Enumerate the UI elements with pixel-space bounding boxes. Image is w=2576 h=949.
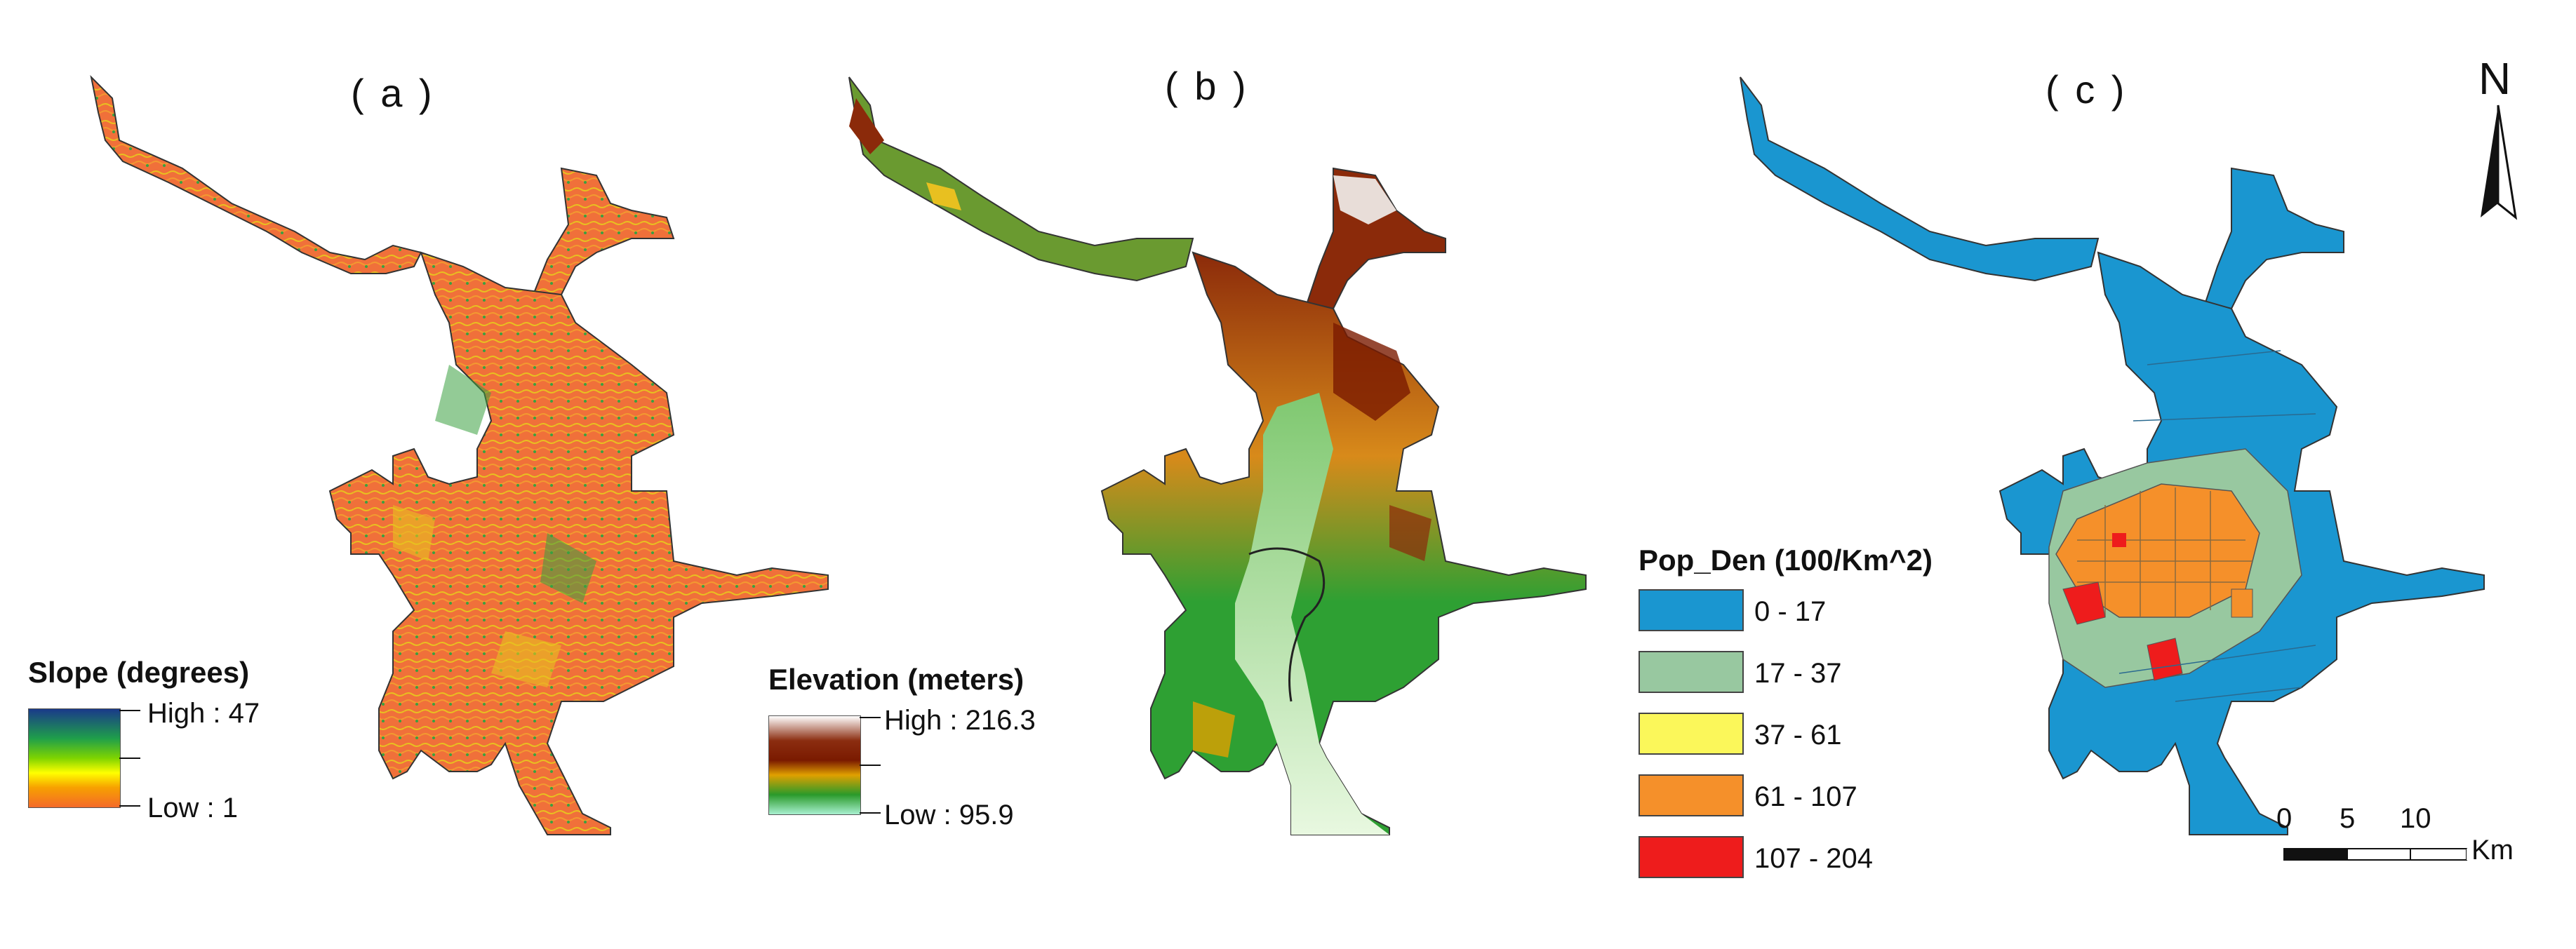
pop-class-label: 107 - 204 [1754, 843, 1874, 874]
scale-tick-5: 5 [2340, 803, 2356, 834]
slope-tick-low [119, 805, 140, 807]
slope-color-ramp [28, 708, 121, 808]
elevation-map [848, 76, 1587, 835]
elev-tick-mid [860, 765, 881, 766]
slope-legend-title: Slope (degrees) [28, 656, 250, 689]
pop-class-label: 61 - 107 [1754, 781, 1857, 812]
elevation-color-ramp [768, 715, 861, 815]
elevation-high-label: High : 216.3 [884, 705, 1036, 736]
elev-tick-high [860, 717, 881, 718]
elevation-legend-title: Elevation (meters) [768, 663, 1025, 696]
panel-label-b: ( b ) [1165, 64, 1249, 108]
panel-label-a: ( a ) [351, 71, 435, 115]
pop-swatch-2 [1639, 713, 1744, 755]
pop-class-label: 37 - 61 [1754, 720, 1842, 751]
pop-swatch-3 [1639, 774, 1744, 816]
panel-label-c: ( c ) [2046, 67, 2128, 112]
slope-high-label: High : 47 [147, 698, 260, 729]
slope-map [90, 74, 829, 835]
scale-tick-10: 10 [2400, 803, 2431, 834]
pop-class-label: 0 - 17 [1754, 596, 1827, 627]
scale-unit: Km [2471, 835, 2514, 866]
north-arrow-icon [2481, 105, 2518, 220]
pop-legend-title: Pop_Den (100/Km^2) [1639, 544, 1933, 577]
elev-tick-low [860, 812, 881, 814]
slope-low-label: Low : 1 [147, 793, 238, 823]
elevation-low-label: Low : 95.9 [884, 800, 1014, 830]
scale-bar-graphic [2283, 848, 2470, 861]
north-label: N [2478, 53, 2511, 104]
population-map [1740, 76, 2485, 835]
slope-tick-high [119, 710, 140, 711]
slope-tick-mid [119, 758, 140, 759]
scale-tick-0: 0 [2276, 803, 2293, 834]
pop-swatch-0 [1639, 589, 1744, 631]
pop-class-label: 17 - 37 [1754, 658, 1842, 689]
pop-swatch-1 [1639, 651, 1744, 693]
pop-swatch-4 [1639, 836, 1744, 878]
